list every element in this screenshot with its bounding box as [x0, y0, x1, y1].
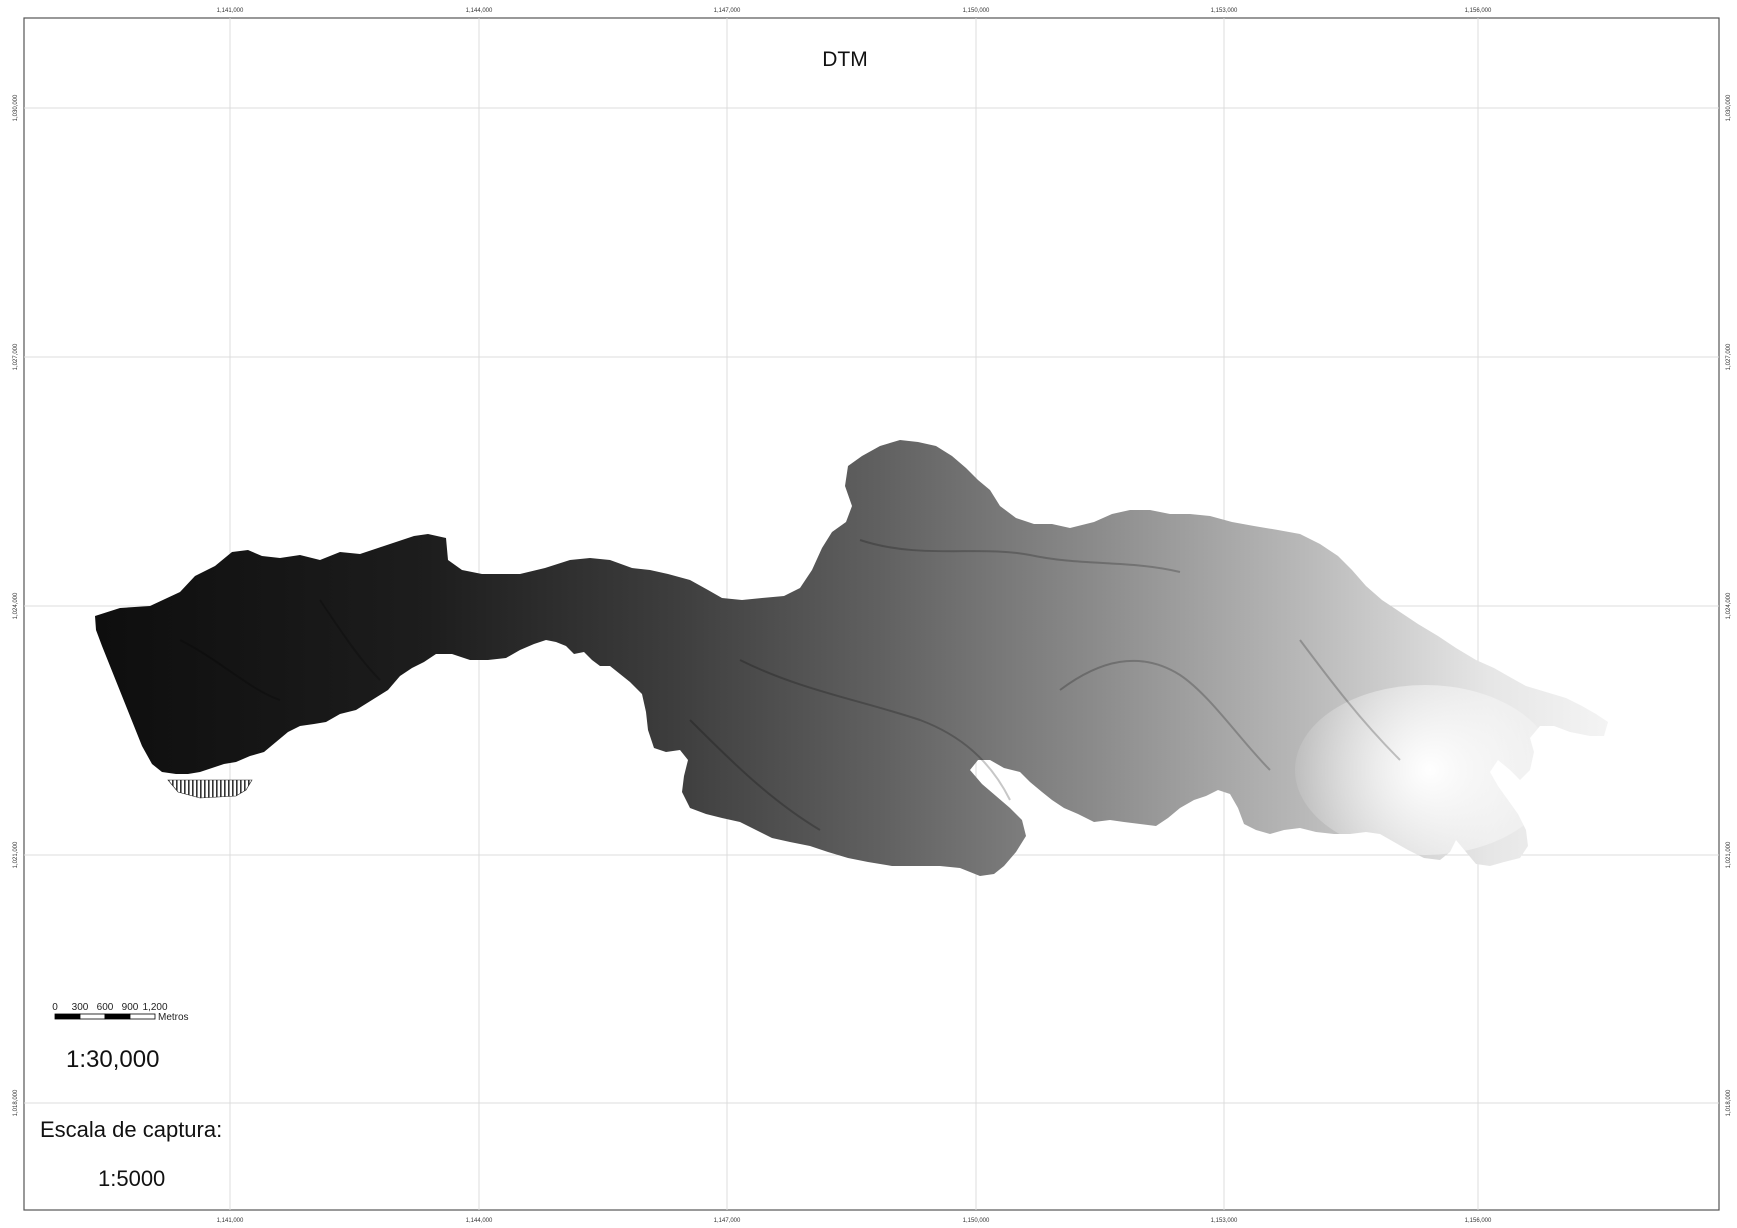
x-coord-label: 1,147,000 — [714, 8, 741, 14]
x-coord-label: 1,150,000 — [963, 1218, 990, 1224]
dtm-terrain-raster — [95, 440, 1608, 876]
drainage-network — [179, 539, 1401, 831]
y-coord-label: 1,027,000 — [1726, 343, 1732, 370]
y-coord-label: 1,027,000 — [13, 343, 19, 370]
x-coord-label: 1,141,000 — [217, 1218, 244, 1224]
x-coord-label: 1,156,000 — [1465, 8, 1492, 14]
scale-bar-tick-label: 600 — [97, 1002, 114, 1013]
y-coord-label: 1,018,000 — [1726, 1089, 1732, 1116]
scale-bar-segment — [129, 1013, 156, 1020]
river-channel — [1059, 659, 1271, 771]
hatched-feature — [167, 779, 253, 799]
scale-bar-tick-label: 300 — [72, 1002, 89, 1013]
scale-bar: 0 300 600 900 1,200 Metros — [52, 1002, 188, 1023]
y-coord-label: 1,024,000 — [13, 592, 19, 619]
map-frame — [23, 17, 1720, 1211]
scale-bar-segment — [54, 1013, 81, 1020]
x-coord-label: 1,156,000 — [1465, 1218, 1492, 1224]
river-channel — [319, 599, 381, 681]
y-coord-label: 1,021,000 — [13, 841, 19, 868]
y-coord-label: 1,024,000 — [1726, 592, 1732, 619]
scale-bar-segment — [104, 1013, 131, 1020]
terrain-highland-patch — [1295, 685, 1555, 855]
y-coord-label: 1,018,000 — [13, 1089, 19, 1116]
river-channel — [179, 639, 281, 701]
scale-bar-tick-label: 900 — [122, 1002, 139, 1013]
scale-bar-segment — [79, 1013, 106, 1020]
scale-bar-tick-label: 1,200 — [142, 1002, 167, 1013]
capture-scale-value: 1:5000 — [98, 1166, 166, 1191]
top-x-labels: 1,141,000 1,144,000 1,147,000 1,150,000 … — [217, 8, 1492, 14]
river-channel — [739, 659, 1011, 801]
river-channel — [689, 719, 821, 831]
terrain-shape — [95, 440, 1608, 876]
left-y-labels: 1,030,000 1,027,000 1,024,000 1,021,000 … — [13, 94, 19, 1116]
x-coord-label: 1,144,000 — [466, 8, 493, 14]
y-coord-label: 1,030,000 — [13, 94, 19, 121]
x-coord-label: 1,141,000 — [217, 8, 244, 14]
x-coord-label: 1,153,000 — [1211, 8, 1238, 14]
bottom-x-labels: 1,141,000 1,144,000 1,147,000 1,150,000 … — [217, 1218, 1492, 1224]
scale-ratio-text: 1:30,000 — [66, 1046, 160, 1073]
scale-bar-unit: Metros — [158, 1012, 189, 1023]
scale-bar-tick-label: 0 — [52, 1002, 58, 1013]
river-channel — [1299, 639, 1401, 761]
river-channel — [859, 539, 1181, 573]
x-coord-label: 1,150,000 — [963, 8, 990, 14]
x-coord-label: 1,147,000 — [714, 1218, 741, 1224]
x-coord-label: 1,153,000 — [1211, 1218, 1238, 1224]
capture-scale-label: Escala de captura: — [40, 1117, 223, 1142]
right-y-labels: 1,030,000 1,027,000 1,024,000 1,021,000 … — [1726, 94, 1732, 1116]
y-coord-label: 1,021,000 — [1726, 841, 1732, 868]
y-coord-label: 1,030,000 — [1726, 94, 1732, 121]
map-title: DTM — [822, 48, 868, 71]
x-coord-label: 1,144,000 — [466, 1218, 493, 1224]
